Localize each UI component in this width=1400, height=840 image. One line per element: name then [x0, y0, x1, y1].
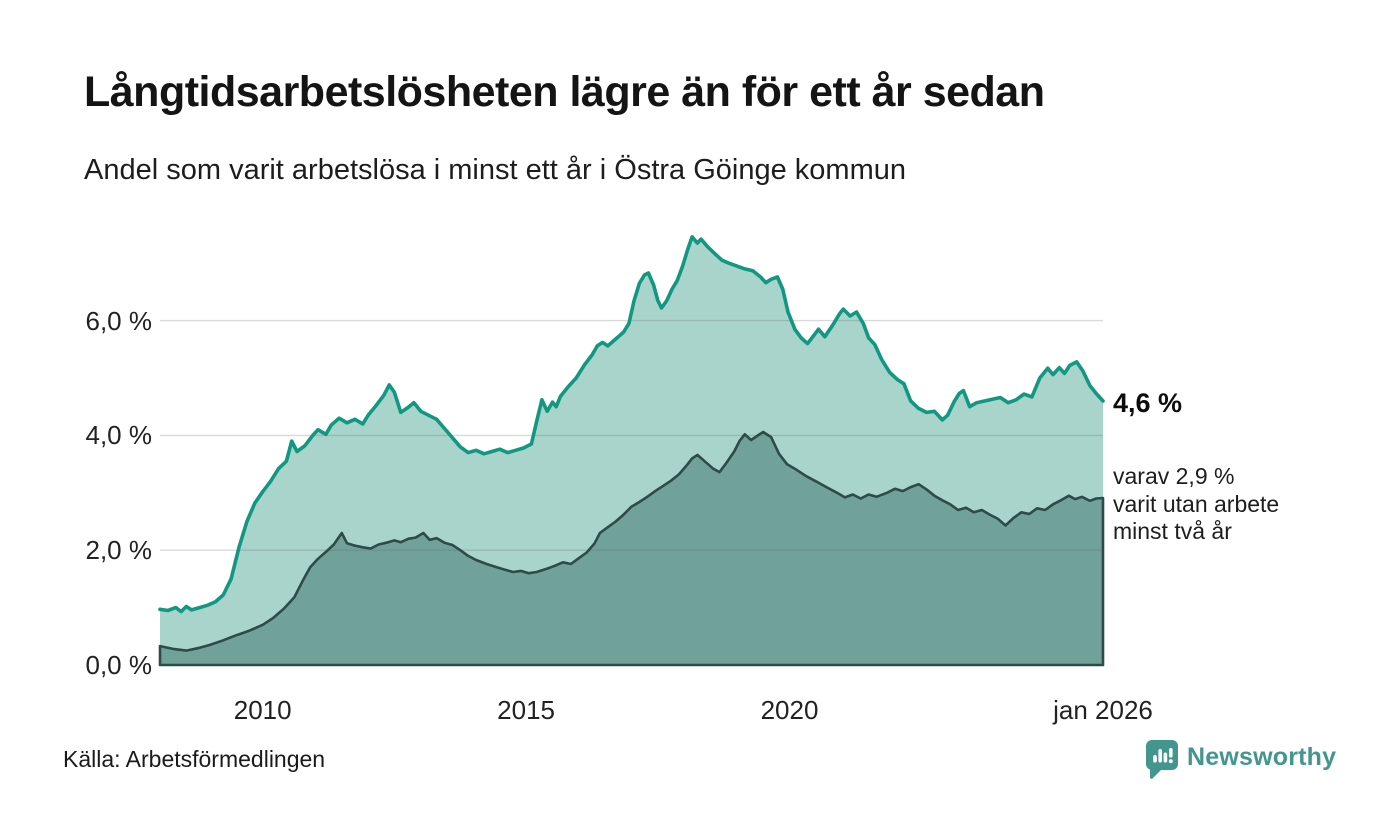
newsworthy-speech-bubble-chart-icon	[1146, 740, 1178, 779]
area-min-two-years	[160, 432, 1103, 665]
secondary-value-annotation: varav 2,9 % varit utan arbete minst två …	[1113, 463, 1280, 544]
x-tick-label: 2015	[497, 695, 556, 725]
x-tick-label: 2010	[233, 695, 292, 725]
latest-value-annotation: 4,6 %	[1113, 388, 1183, 418]
chart-subtitle: Andel som varit arbetslösa i minst ett å…	[84, 154, 906, 186]
y-tick-label: 4,0 %	[85, 420, 153, 451]
page-title: Långtidsarbetslösheten lägre än för ett …	[84, 68, 1045, 116]
newsworthy-wordmark: Newsworthy	[1187, 743, 1337, 771]
line-min-two-years	[158, 430, 1105, 667]
y-tick-label: 2,0 %	[85, 535, 153, 566]
newsworthy-logo: Newsworthy	[1146, 740, 1336, 784]
source-attribution: Källa: Arbetsförmedlingen	[63, 746, 326, 772]
y-tick-label: 6,0 %	[85, 305, 153, 336]
x-tick-label: jan 2026	[1053, 695, 1153, 725]
x-tick-label: 2020	[760, 695, 819, 725]
line-min-one-year	[158, 235, 1105, 614]
y-tick-label: 0,0 %	[85, 650, 153, 680]
